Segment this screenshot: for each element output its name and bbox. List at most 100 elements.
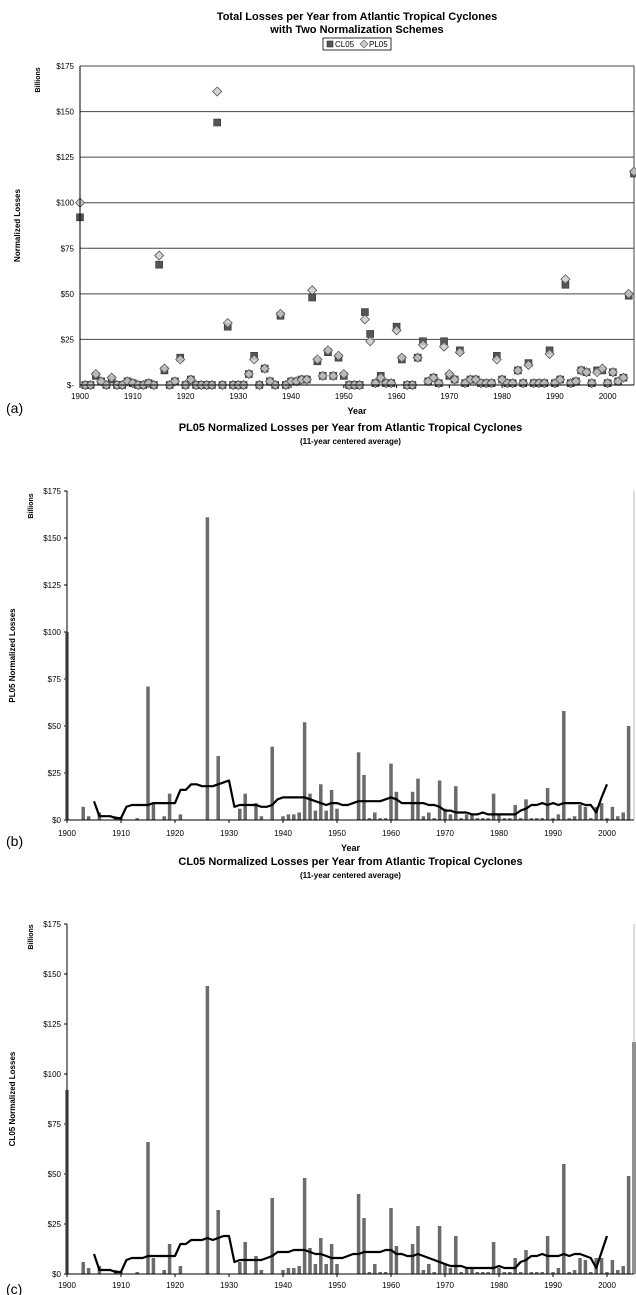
bar-1983	[513, 804, 517, 820]
bar-1970	[443, 808, 447, 820]
bar-1971	[448, 814, 453, 820]
pl05-point-1985	[523, 359, 534, 371]
bar-1986	[529, 818, 534, 820]
bar-1997	[589, 1272, 593, 1274]
bar-2000	[605, 818, 609, 820]
x-tick-label-9: 1990	[546, 392, 564, 401]
bar-1916	[151, 1258, 156, 1274]
bar-1992	[562, 710, 566, 820]
pl05-point-1983	[512, 365, 523, 376]
bar-1959	[383, 1272, 388, 1274]
bar-1980	[497, 1268, 501, 1274]
legend-swatch-cl05	[326, 40, 334, 48]
y-tick-label-6: $150	[43, 970, 61, 979]
bar-1950	[335, 808, 339, 820]
bar-1933	[243, 1242, 247, 1274]
bar-1949	[329, 789, 334, 820]
pl05-point-1972	[454, 347, 465, 358]
bar-1935	[254, 1256, 258, 1274]
bar-1972	[454, 1236, 458, 1274]
bar-1932	[238, 1262, 242, 1274]
pl05-point-1938	[275, 308, 286, 319]
bar-1921	[178, 1266, 183, 1274]
bar-1965	[416, 1226, 420, 1274]
bar-2003	[621, 1266, 625, 1274]
y-tick-label-3: $75	[48, 1120, 62, 1129]
pl05-point-1949	[333, 350, 344, 361]
y-tick-label-1: $25	[48, 1220, 62, 1229]
pl05-point-1933	[249, 354, 260, 365]
bar-1947	[319, 1238, 323, 1274]
bar-1967	[427, 1264, 431, 1274]
pl05-point-1994	[570, 376, 582, 387]
bar-1956	[367, 1272, 372, 1274]
y-tick-label-7: $175	[56, 62, 74, 71]
pl05-point-1926	[212, 86, 223, 97]
bar-1984	[518, 1272, 523, 1274]
panel-label: (c)	[6, 1281, 22, 1295]
bar-1995	[578, 804, 582, 820]
x-tick-label-3: 1930	[220, 829, 238, 838]
x-tick-label-5: 1950	[328, 1281, 346, 1290]
y-axis-label: CL05 Normalized Losses	[8, 1051, 17, 1146]
bar-1975	[470, 814, 474, 820]
y-tick-label-1: $25	[61, 335, 75, 344]
bar-1985	[524, 1250, 528, 1274]
y-tick-label-4: $100	[56, 199, 74, 208]
x-tick-label-6: 1960	[382, 829, 400, 838]
bar-1945	[308, 1248, 312, 1274]
bar-1915	[146, 686, 150, 820]
y-tick-label-7: $175	[43, 920, 61, 929]
bar-1975	[470, 1268, 474, 1274]
pl05-point-1989	[544, 348, 555, 360]
x-tick-label-1: 1910	[124, 392, 142, 401]
bar-1984	[518, 818, 523, 820]
bar-1979	[491, 793, 496, 820]
bar-1978	[486, 818, 490, 820]
bar-1913	[135, 1272, 139, 1274]
y-tick-label-0: $0	[52, 1270, 61, 1279]
pl05-point-1950	[338, 368, 349, 380]
pl05-point-1921	[185, 374, 196, 385]
bar-1961	[394, 1246, 399, 1274]
x-tick-label-0: 1900	[71, 392, 89, 401]
bar-1967	[427, 812, 431, 820]
x-axis-label: Year	[341, 843, 361, 852]
x-tick-label-0: 1900	[58, 1281, 76, 1290]
x-tick-label-4: 1940	[274, 1281, 292, 1290]
chart-subtitle: with Two Normalization Schemes	[269, 24, 443, 36]
y-units-label: Billions	[28, 493, 35, 518]
bar-1919	[167, 793, 172, 820]
pl05-point-1906	[106, 372, 117, 383]
bar-1940	[281, 816, 285, 820]
bar-2001	[610, 1260, 615, 1274]
x-tick-label-5: 1950	[335, 392, 353, 401]
pl05-point-1954	[359, 314, 370, 325]
bar-1987	[535, 818, 539, 820]
chart-title: CL05 Normalized Losses per Year from Atl…	[178, 856, 522, 868]
bar-1955	[362, 774, 366, 820]
bar-1946	[313, 1264, 318, 1274]
bar-1921	[178, 814, 183, 820]
bar-1958	[378, 818, 382, 820]
moving-average-line	[92, 779, 609, 820]
bar-1976	[475, 818, 480, 820]
bar-1957	[373, 1264, 377, 1274]
bar-1943	[297, 1266, 301, 1274]
pl05-point-1991	[555, 374, 566, 385]
bar-1986	[529, 1272, 534, 1274]
x-tick-label-9: 1990	[544, 829, 562, 838]
bar-1991	[556, 814, 561, 820]
bar-1957	[373, 812, 377, 820]
bar-1919	[167, 1244, 172, 1274]
x-tick-label-9: 1990	[544, 1281, 562, 1290]
pl05-point-1944	[307, 285, 318, 296]
pl05-point-1960	[391, 325, 402, 336]
bar-1969	[437, 780, 442, 820]
bar-1970	[443, 1264, 447, 1274]
bar-1999	[599, 803, 604, 820]
bar-1913	[135, 818, 139, 820]
bar-1946	[313, 810, 318, 820]
bar-1904	[86, 816, 91, 820]
chart-subtitle: (11-year centered average)	[300, 871, 401, 880]
